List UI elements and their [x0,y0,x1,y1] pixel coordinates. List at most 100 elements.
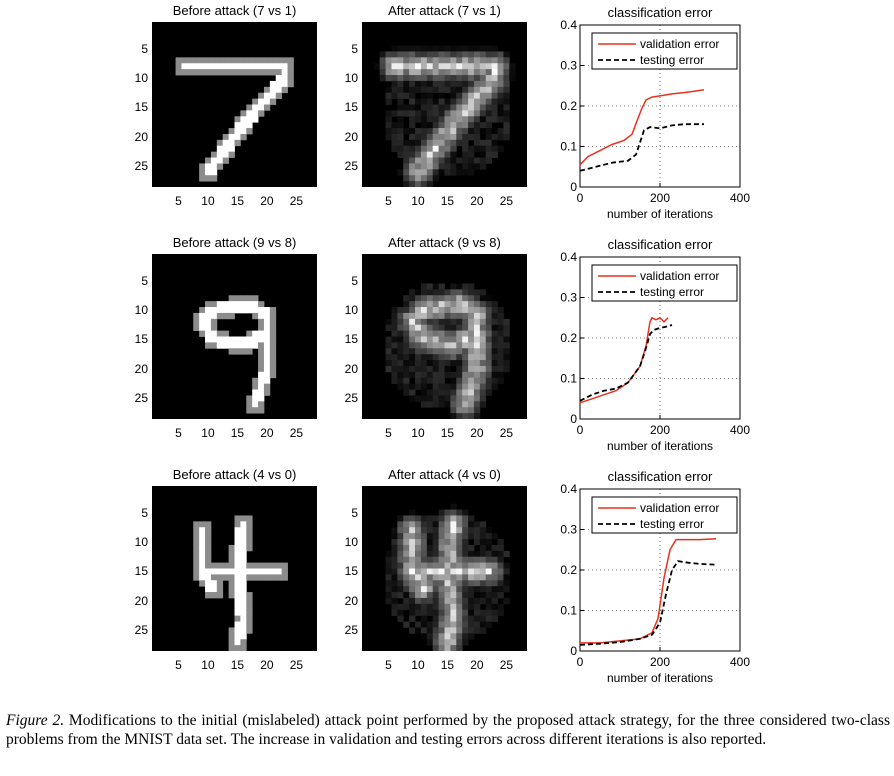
digit-pixel [432,175,439,182]
digit-pixel [240,609,247,617]
digit-pixel [456,163,463,170]
digit-pixel [438,139,445,147]
digit-pixel [415,51,422,58]
digit-pixel [456,413,463,419]
after-attack-image [362,254,527,419]
digit-pixel [415,521,422,528]
digit-pixel [426,169,434,176]
digit-pixel [385,556,392,563]
digit-pixel [473,63,481,70]
digit-pixel [456,639,463,646]
digit-pixel [503,342,510,349]
digit-pixel [503,86,510,94]
digit-pixel [205,533,212,540]
digit-pixel [403,365,410,373]
digit-pixel [444,639,451,646]
digit-pixel [228,128,235,135]
image-y-tick: 15 [134,332,148,347]
digit-pixel [479,116,487,123]
digit-pixel [456,527,463,534]
digit-pixel [420,539,428,546]
digit-pixel [415,383,422,390]
digit-pixel [403,574,410,581]
digit-pixel [450,307,457,314]
digit-pixel [391,597,398,605]
digit-pixel [485,383,493,390]
legend-box [591,264,738,302]
digit-pixel [473,45,481,52]
digit-pixel [485,80,493,88]
digit-pixel [438,562,445,569]
digit-pixel [479,151,487,158]
digit-pixel [462,139,469,147]
digit-pixel [258,354,265,361]
digit-pixel [415,395,422,402]
digit-pixel [462,122,469,129]
digit-pixel [491,574,498,581]
digit-pixel [432,621,439,628]
digit-pixel [246,627,253,634]
digit-pixel [438,509,445,516]
digit-pixel [497,603,504,611]
digit-pixel [450,312,457,320]
digit-pixel [432,110,439,117]
digit-pixel [216,330,224,337]
digit-pixel [462,312,469,320]
digit-pixel [468,104,475,111]
digit-pixel [444,122,451,129]
image-x-tick: 15 [230,658,245,672]
digit-pixel [462,360,469,367]
digit-pixel [281,75,288,82]
digit-pixel [385,597,392,605]
digit-pixel [385,336,392,343]
digit-pixel [426,627,434,634]
digit-pixel [252,98,259,105]
digit-pixel [252,312,259,320]
digit-pixel [281,63,288,70]
digit-pixel [397,586,404,593]
image-y-tick: 5 [351,41,358,56]
digit-pixel [216,301,224,308]
digit-pixel [385,568,392,575]
x-tick-label: 400 [730,655,750,669]
digit-pixel [216,157,224,164]
digit-pixel [199,330,206,337]
digit-pixel [491,592,498,599]
digit-pixel [420,609,428,617]
digit-pixel [252,330,259,337]
digit-pixel [258,110,265,117]
digit-pixel [252,395,259,402]
digit-pixel [450,283,457,290]
digit-pixel [497,550,504,558]
digit-pixel [468,348,475,355]
digit-pixel [193,550,200,558]
image-y-tick: 15 [134,564,148,579]
digit-pixel [420,163,428,170]
digit-pixel [426,365,434,373]
digit-pixel [240,633,247,640]
digit-pixel [491,110,498,117]
digit-pixel [485,301,493,308]
digit-pixel [438,550,445,558]
image-x-tick: 5 [175,658,182,672]
digit-pixel [258,301,265,308]
digit-pixel [462,98,469,105]
digit-pixel [491,104,498,111]
digit-pixel [409,92,416,99]
digit-pixel [432,307,439,314]
digit-pixel [409,151,416,158]
digit-pixel [258,348,265,355]
digit-pixel [479,521,487,528]
digit-pixel [479,98,487,105]
digit-pixel [391,69,398,76]
digit-pixel [497,544,504,552]
digit-pixel [473,312,481,320]
y-tick-label: 0.1 [560,372,577,386]
digit-pixel [391,556,398,563]
digit-pixel [438,365,445,373]
digit-pixel [426,145,434,153]
digit-pixel [473,348,481,355]
digit-pixel [450,354,457,361]
image-y-tick: 10 [134,70,148,85]
digit-pixel [450,580,457,587]
